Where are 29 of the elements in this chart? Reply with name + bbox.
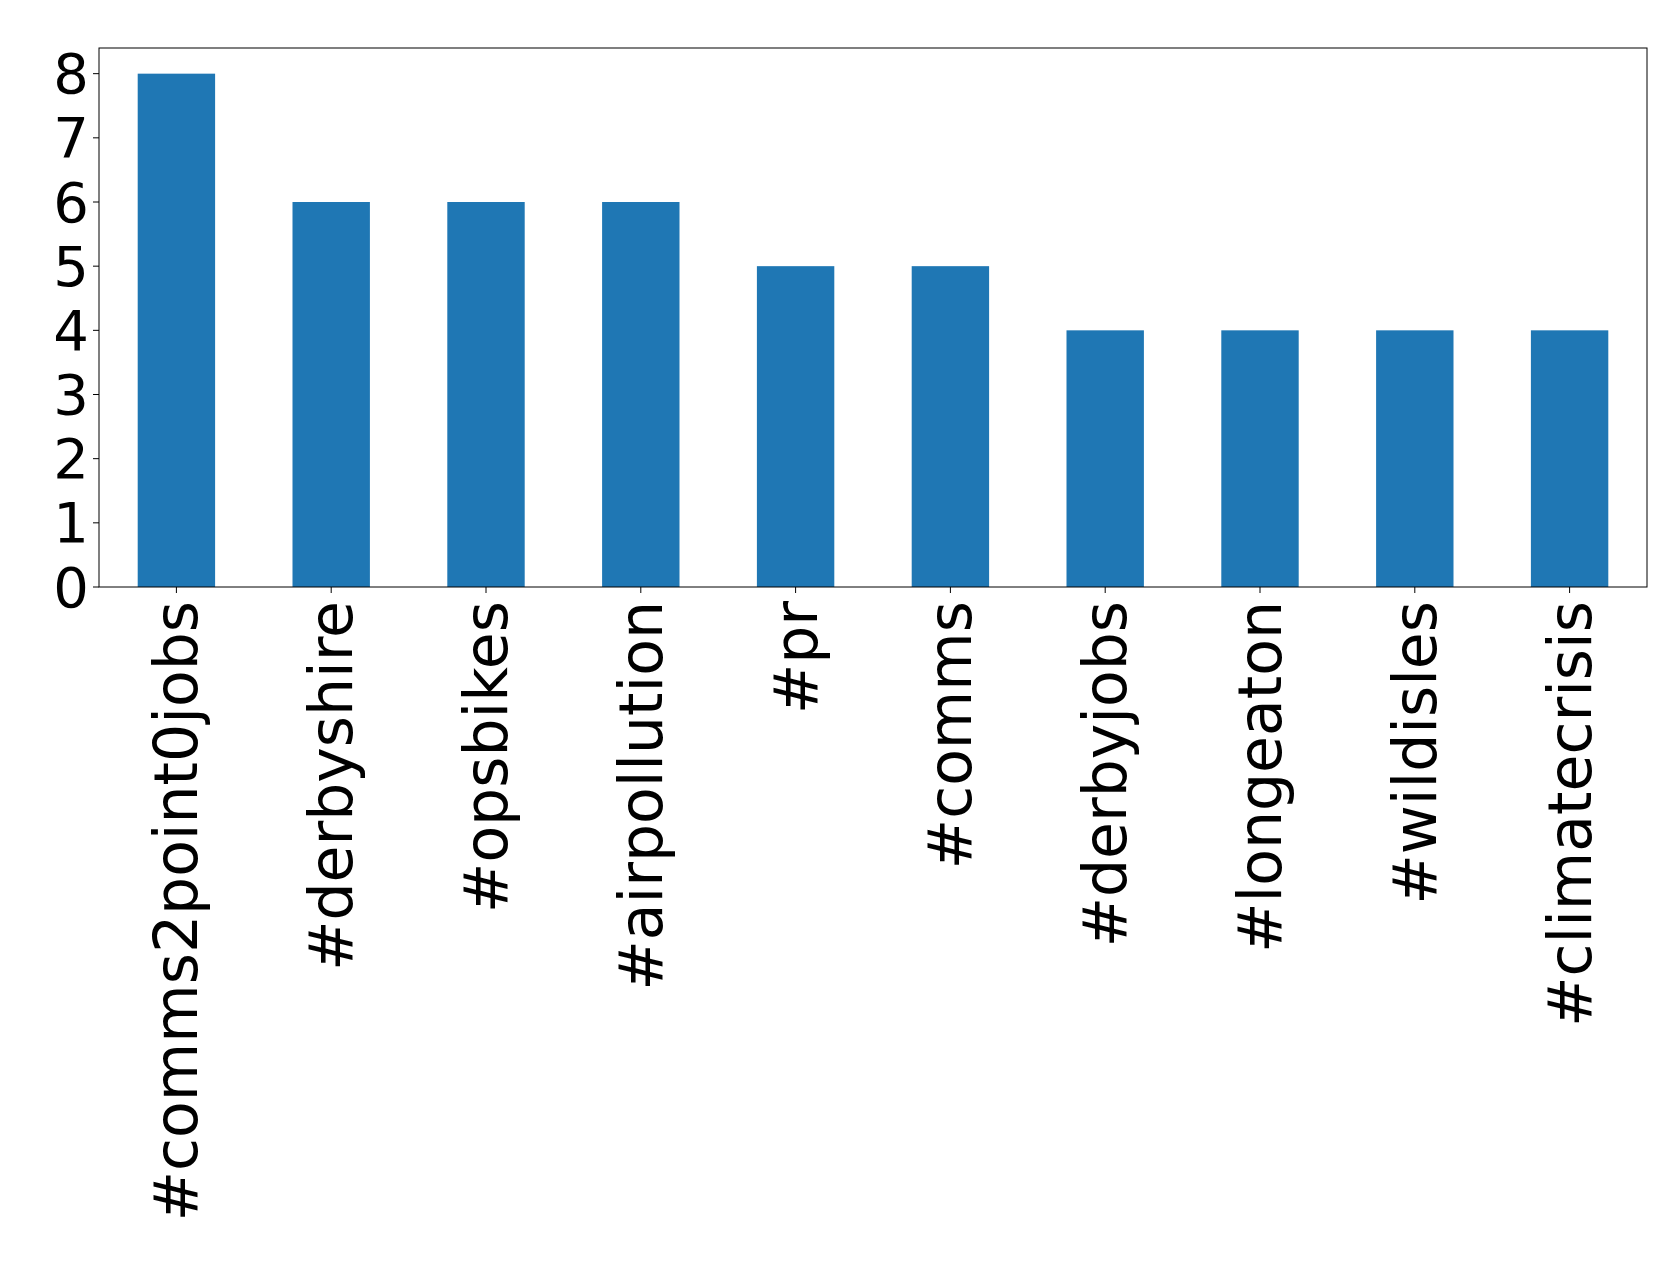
bar [1221,330,1299,587]
x-tick-label: #derbyjobs [1070,601,1141,948]
y-tick-label: 7 [53,105,89,171]
y-tick-label: 3 [53,362,89,428]
x-tick-label: #comms2point0jobs [141,601,212,1222]
bar [1376,330,1454,587]
bar [602,202,680,587]
bar [756,266,835,587]
y-tick-label: 8 [53,41,89,107]
x-tick-label: #longeaton [1225,601,1295,953]
x-tick-label: #airpollution [605,601,676,991]
bar [447,202,525,587]
y-tick-label: 1 [53,490,89,556]
y-tick-label: 6 [53,169,89,235]
bar [1066,330,1144,587]
x-tick-label: #wildisles [1379,601,1450,905]
x-tick-label: #derbyshire [296,601,367,971]
y-tick-label: 4 [53,297,89,363]
y-tick-label: 0 [53,554,89,620]
bar [1530,330,1609,587]
x-tick-label: #opsbikes [451,601,521,913]
x-tick-label: #climatecrisis [1534,601,1605,1027]
bar [292,202,370,587]
x-tick-label: #comms [915,601,986,870]
bar [137,73,216,587]
y-tick-label: 2 [53,426,89,492]
x-tick-label: #pr [760,600,831,715]
bar [911,266,990,587]
y-tick-label: 5 [53,233,89,299]
